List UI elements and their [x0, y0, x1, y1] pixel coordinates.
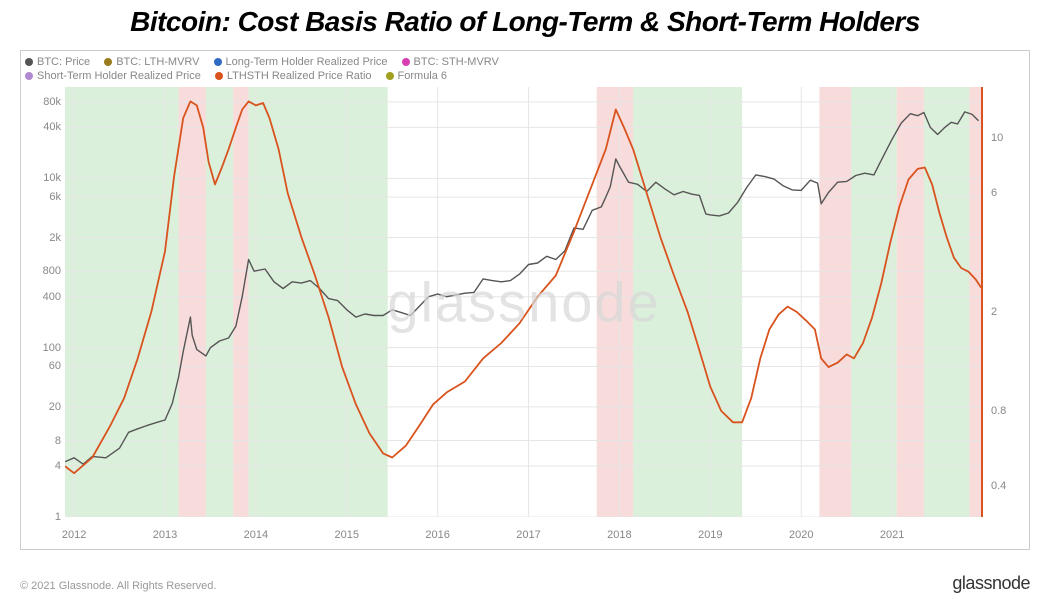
- legend-label: Formula 6: [398, 69, 448, 83]
- legend-label: BTC: STH-MVRV: [414, 55, 499, 69]
- legend-item: LTHSTH Realized Price Ratio: [215, 69, 372, 83]
- legend-dot-icon: [215, 72, 223, 80]
- y-axis-left: 14820601004008002k6k10k40k80k: [23, 87, 63, 517]
- x-axis: 2012201320142015201620172018201920202021: [65, 529, 983, 545]
- legend-label: LTHSTH Realized Price Ratio: [227, 69, 372, 83]
- legend-item: Formula 6: [386, 69, 448, 83]
- legend: BTC: Price BTC: LTH-MVRV Long-Term Holder …: [25, 55, 1025, 83]
- plot: glassnode: [65, 87, 983, 517]
- legend-item: BTC: LTH-MVRV: [104, 55, 199, 69]
- legend-item: BTC: Price: [25, 55, 90, 69]
- legend-label: Long-Term Holder Realized Price: [226, 55, 388, 69]
- brand-logo: glassnode: [952, 573, 1030, 594]
- chart-area: BTC: Price BTC: LTH-MVRV Long-Term Holder …: [20, 50, 1030, 550]
- legend-dot-icon: [214, 58, 222, 66]
- legend-item: BTC: STH-MVRV: [402, 55, 499, 69]
- y-axis-right: 0.40.82610: [987, 87, 1027, 517]
- legend-item: Short-Term Holder Realized Price: [25, 69, 201, 83]
- legend-dot-icon: [25, 72, 33, 80]
- legend-dot-icon: [386, 72, 394, 80]
- chart-title: Bitcoin: Cost Basis Ratio of Long-Term &…: [0, 0, 1050, 42]
- legend-dot-icon: [402, 58, 410, 66]
- legend-label: BTC: LTH-MVRV: [116, 55, 199, 69]
- legend-label: Short-Term Holder Realized Price: [37, 69, 201, 83]
- legend-item: Long-Term Holder Realized Price: [214, 55, 388, 69]
- legend-dot-icon: [104, 58, 112, 66]
- legend-label: BTC: Price: [37, 55, 90, 69]
- legend-dot-icon: [25, 58, 33, 66]
- copyright: © 2021 Glassnode. All Rights Reserved.: [20, 580, 216, 592]
